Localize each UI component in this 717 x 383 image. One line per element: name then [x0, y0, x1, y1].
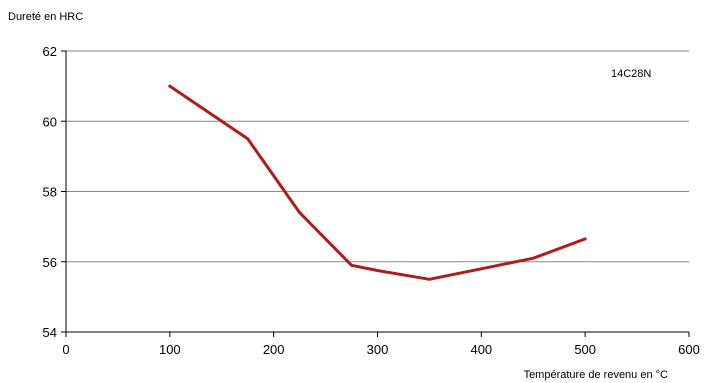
series-line-0 [168, 84, 587, 281]
y-tick-label-60: 60 [43, 114, 57, 129]
series-layer [168, 84, 587, 281]
x-tick-label-600: 600 [678, 342, 700, 357]
x-tick-label-200: 200 [263, 342, 285, 357]
x-tick-label-0: 0 [62, 342, 69, 357]
x-axis-title: Température de revenu en °C [524, 369, 668, 381]
y-tick-label-58: 58 [43, 185, 57, 200]
steel-grade-annotation: 14C28N [611, 68, 651, 80]
axes [61, 50, 690, 337]
x-tick-label-300: 300 [367, 342, 389, 357]
x-tick-label-400: 400 [470, 342, 492, 357]
tick-labels: 54 56 58 60 62 0 100 200 300 400 500 600 [43, 44, 700, 357]
grid-lines [66, 50, 689, 263]
y-axis-title: Dureté en HRC [8, 11, 83, 23]
x-tick-label-100: 100 [159, 342, 181, 357]
y-tick-label-54: 54 [43, 325, 57, 340]
y-tick-label-56: 56 [43, 255, 57, 270]
y-tick-label-62: 62 [43, 44, 57, 59]
x-tick-label-500: 500 [574, 342, 596, 357]
